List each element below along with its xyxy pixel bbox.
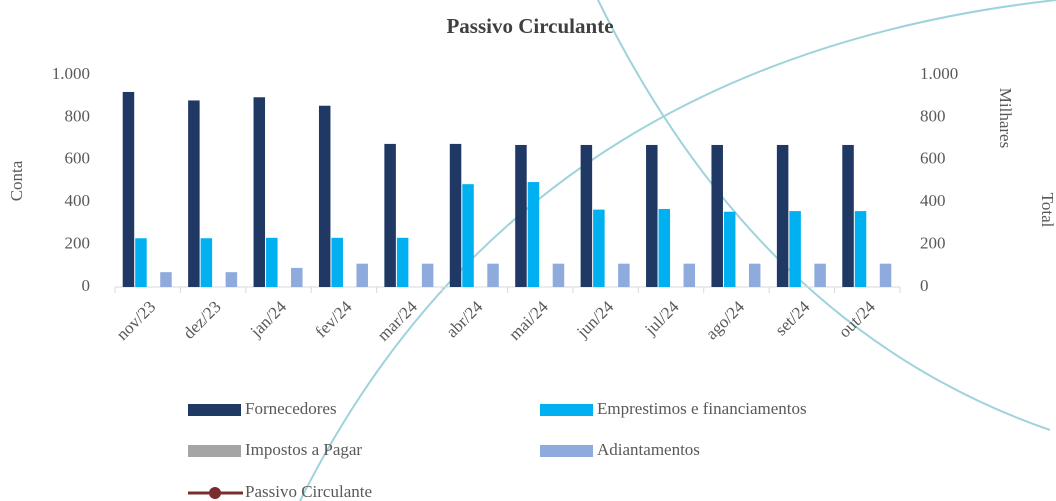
bar [462, 184, 474, 287]
bar [683, 263, 696, 287]
y-tick-label: 200 [65, 234, 91, 253]
bar [188, 100, 200, 287]
bar [658, 208, 671, 287]
x-tick-label: nov/23 [112, 297, 159, 344]
bar [318, 105, 331, 288]
y2-tick-label: 1.000 [920, 64, 958, 83]
y2-axis-label: Milhares [996, 88, 1015, 148]
bar [291, 267, 303, 287]
bar [776, 144, 789, 287]
bar [854, 211, 867, 287]
decor-arc [299, 0, 1056, 501]
bar [122, 91, 135, 288]
bar [723, 211, 736, 287]
bar [200, 238, 213, 287]
bar [789, 211, 801, 287]
y-tick-label: 800 [65, 106, 91, 125]
bar [527, 182, 540, 287]
x-tick-label: jul/24 [640, 297, 683, 340]
legend-marker [209, 487, 221, 499]
bar [580, 144, 593, 287]
y-tick-label: 600 [65, 149, 91, 168]
bar [711, 144, 723, 287]
x-tick-label: dez/23 [179, 297, 224, 342]
chart-title: Passivo Circulante [446, 14, 613, 38]
bar [384, 143, 396, 287]
y2-tick-label: 600 [920, 149, 946, 168]
x-tick-label: jun/24 [572, 297, 617, 342]
x-tick-label: mar/24 [373, 297, 421, 345]
y-axis-label: Conta [7, 160, 26, 201]
bar [814, 263, 826, 287]
legend-label: Emprestimos e financiamentos [597, 399, 807, 418]
x-tick-label: abr/24 [442, 297, 486, 341]
legend-swatch [540, 404, 593, 416]
x-tick-label: fev/24 [311, 297, 355, 341]
y2-tick-label: 800 [920, 106, 946, 125]
bar [356, 263, 368, 287]
y-tick-label: 400 [65, 191, 91, 210]
legend-swatch [188, 404, 241, 416]
bar [879, 263, 892, 287]
bar [135, 238, 147, 287]
y-tick-label: 1.000 [52, 64, 90, 83]
legend-label: Impostos a Pagar [245, 440, 362, 459]
bar [266, 237, 278, 287]
x-tick-label: mai/24 [505, 297, 552, 344]
bar [253, 97, 266, 287]
legend-label: Adiantamentos [597, 440, 700, 459]
x-tick-label: ago/24 [702, 297, 749, 344]
x-tick-label: out/24 [835, 297, 880, 342]
bar [593, 209, 605, 287]
bar [646, 144, 658, 287]
legend-swatch [540, 445, 593, 457]
y2-tick-label: 200 [920, 234, 946, 253]
bar [748, 263, 761, 287]
legend-label: Fornecedores [245, 399, 337, 418]
y3-axis-label: Total [1038, 193, 1056, 228]
bar [396, 237, 409, 287]
bar [225, 272, 238, 287]
bar [331, 237, 343, 287]
y2-tick-label: 400 [920, 191, 946, 210]
bar [421, 263, 434, 287]
bar [618, 263, 630, 287]
x-tick-label: jan/24 [246, 297, 291, 342]
bar [449, 143, 462, 287]
bar [515, 144, 527, 287]
bar [552, 263, 565, 287]
bar [487, 263, 499, 287]
y2-tick-label: 0 [920, 276, 929, 295]
y-tick-label: 0 [82, 276, 91, 295]
bar [842, 144, 854, 287]
x-tick-label: set/24 [771, 297, 814, 340]
legend-swatch [188, 445, 241, 457]
legend-label: Passivo Circulante [245, 482, 372, 501]
bar [160, 272, 172, 287]
